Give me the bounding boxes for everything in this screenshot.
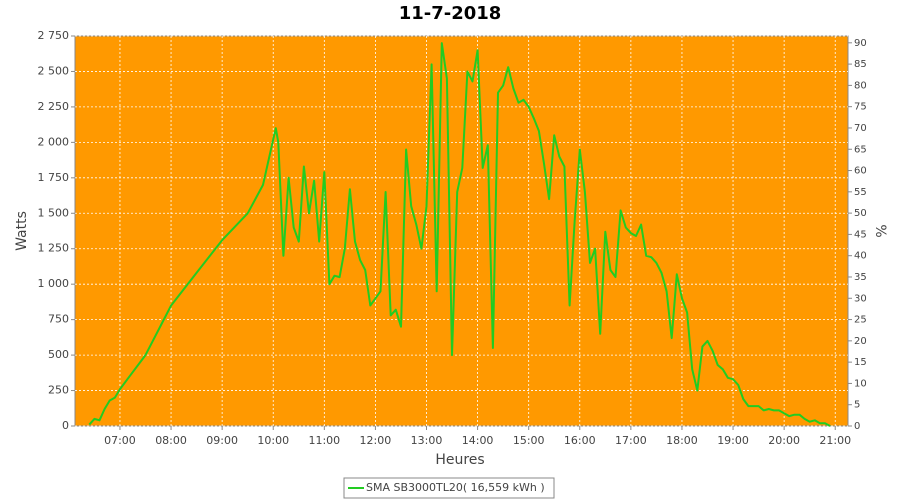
x-tick-label: 21:00 — [819, 434, 851, 447]
legend-label: SMA SB3000TL20( 16,559 kWh ) — [366, 481, 545, 494]
y2-tick-label: 75 — [854, 102, 867, 113]
y-tick-label: 1 750 — [38, 171, 70, 184]
y-axis-label: Watts — [14, 211, 30, 251]
y-tick-label: 250 — [48, 384, 69, 397]
x-tick-label: 15:00 — [513, 434, 545, 447]
y-tick-label: 1 000 — [38, 277, 70, 290]
x-tick-label: 07:00 — [104, 434, 136, 447]
y2-tick-label: 55 — [854, 187, 867, 198]
x-tick-label: 19:00 — [717, 434, 749, 447]
y2-tick-label: 85 — [854, 59, 867, 70]
y2-tick-label: 45 — [854, 229, 867, 240]
x-tick-label: 13:00 — [411, 434, 443, 447]
x-tick-label: 14:00 — [462, 434, 494, 447]
x-tick-label: 10:00 — [257, 434, 289, 447]
y-tick-label: 500 — [48, 348, 69, 361]
x-tick-label: 08:00 — [155, 434, 187, 447]
y2-tick-label: 0 — [854, 421, 860, 432]
y-tick-label: 1 500 — [38, 206, 70, 219]
x-tick-label: 18:00 — [666, 434, 698, 447]
plot-area — [74, 35, 849, 427]
y2-axis-label: % — [872, 224, 888, 237]
y2-tick-label: 25 — [854, 315, 867, 326]
y2-tick-label: 10 — [854, 378, 867, 389]
y2-tick-label: 60 — [854, 166, 867, 177]
y2-tick-label: 20 — [854, 336, 867, 347]
y-tick-label: 1 250 — [38, 242, 70, 255]
y2-tick-label: 80 — [854, 80, 867, 91]
y2-tick-label: 5 — [854, 400, 860, 411]
y2-tick-label: 30 — [854, 293, 867, 304]
y2-tick-label: 15 — [854, 357, 867, 368]
legend-box — [343, 477, 555, 499]
y2-tick-label: 50 — [854, 208, 867, 219]
y-tick-label: 2 250 — [38, 100, 70, 113]
y-tick-label: 750 — [48, 313, 69, 326]
x-tick-label: 16:00 — [564, 434, 596, 447]
y-tick-label: 2 750 — [38, 29, 70, 42]
data-line — [88, 42, 831, 427]
x-tick-label: 11:00 — [308, 434, 340, 447]
y2-tick-label: 35 — [854, 272, 867, 283]
x-tick-label: 12:00 — [360, 434, 392, 447]
x-tick-label: 17:00 — [615, 434, 647, 447]
y2-tick-label: 40 — [854, 251, 867, 262]
y2-tick-label: 70 — [854, 123, 867, 134]
y-tick-label: 0 — [62, 419, 69, 432]
x-axis-label: Heures — [435, 452, 484, 468]
chart-title: 11-7-2018 — [399, 3, 502, 24]
y-tick-label: 2 000 — [38, 135, 70, 148]
x-tick-label: 20:00 — [768, 434, 800, 447]
y2-tick-label: 90 — [854, 38, 867, 49]
y-tick-label: 2 500 — [38, 64, 70, 77]
x-tick-label: 09:00 — [206, 434, 238, 447]
y2-tick-label: 65 — [854, 144, 867, 155]
